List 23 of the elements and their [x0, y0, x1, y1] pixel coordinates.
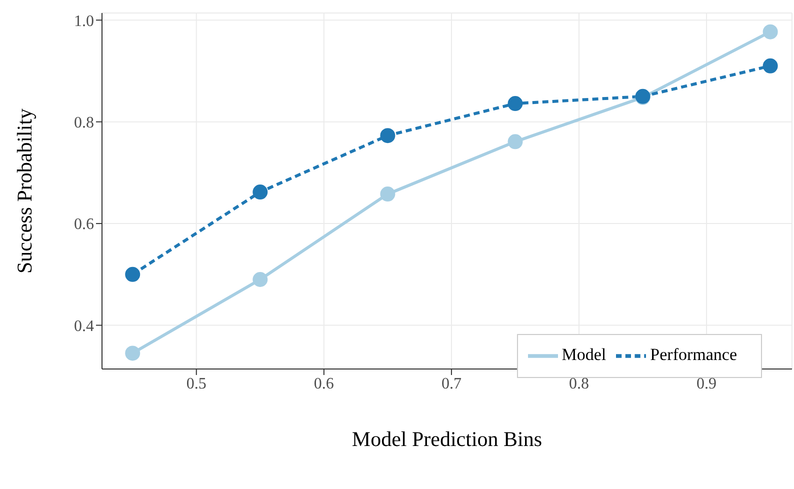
y-tick-label: 0.6 — [74, 216, 94, 234]
point — [125, 266, 140, 282]
legend-label: Model — [562, 344, 606, 364]
y-tick-label: 0.8 — [74, 114, 94, 132]
point — [125, 346, 140, 361]
point — [380, 186, 396, 202]
x-tick-label: 0.9 — [696, 375, 717, 392]
x-tick-label: 0.7 — [441, 375, 462, 392]
point — [762, 58, 778, 74]
point — [508, 96, 523, 112]
y-axis-title: Success Probability — [12, 108, 36, 274]
point — [252, 272, 268, 287]
point — [508, 134, 523, 150]
x-tick-label: 0.8 — [569, 375, 590, 392]
point — [252, 184, 268, 200]
y-tick-label: 0.4 — [74, 318, 94, 335]
x-axis-title: Model Prediction Bins — [352, 426, 542, 451]
x-tick-label: 0.6 — [314, 375, 334, 392]
legend-label: Performance — [650, 344, 737, 364]
x-tick-label: 0.5 — [186, 375, 206, 392]
point — [762, 24, 778, 40]
y-tick-label: 1.0 — [74, 12, 94, 30]
point — [380, 128, 396, 144]
